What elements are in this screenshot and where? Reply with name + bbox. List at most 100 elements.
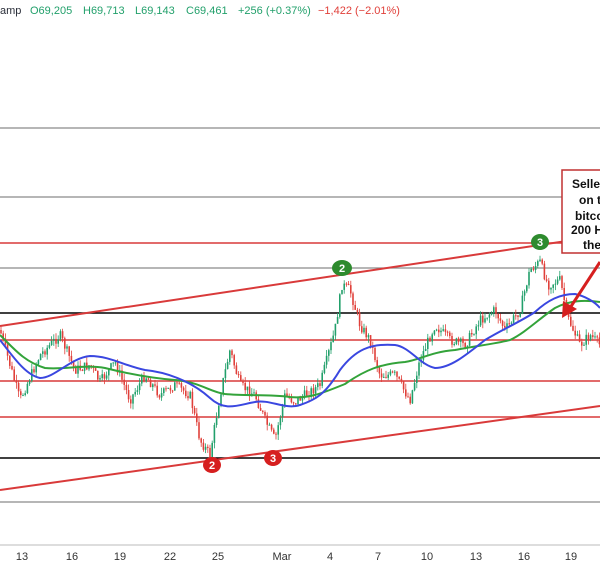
- candle-body: [143, 375, 145, 382]
- candle-body: [180, 383, 183, 388]
- candle-body: [585, 334, 587, 345]
- candle-body: [356, 309, 359, 313]
- candle-body: [427, 337, 429, 349]
- candle-body: [77, 365, 79, 374]
- candle-body: [26, 383, 29, 394]
- candle-body: [94, 368, 97, 371]
- candle-body: [136, 390, 139, 392]
- candle-body: [123, 379, 125, 385]
- candle-body: [178, 382, 180, 384]
- candle-body: [53, 338, 55, 341]
- candle-body: [297, 397, 299, 404]
- candle-body: [523, 291, 526, 296]
- candle-body: [398, 376, 400, 379]
- x-tick-label: 25: [212, 551, 224, 563]
- candle-body: [0, 330, 2, 334]
- candle-body: [141, 375, 143, 384]
- candle-body: [383, 376, 385, 378]
- candle-body: [286, 393, 288, 396]
- candle-body: [39, 353, 42, 361]
- candle-body: [222, 378, 224, 395]
- candle-body: [583, 344, 585, 346]
- candle-body: [482, 315, 484, 323]
- candle-body: [347, 283, 350, 285]
- candle-body: [70, 355, 73, 362]
- candle-body: [125, 384, 128, 390]
- candle-body: [490, 313, 493, 315]
- candle-body: [374, 347, 376, 361]
- candle-body: [574, 330, 576, 336]
- candle-body: [176, 382, 178, 384]
- candle-body: [343, 283, 345, 290]
- candle-body: [369, 335, 372, 347]
- candle-body: [156, 385, 158, 396]
- candle-body: [512, 315, 515, 323]
- candle-body: [11, 365, 13, 370]
- candle-body: [246, 386, 249, 391]
- candle-body: [42, 351, 44, 354]
- candle-body: [75, 366, 77, 374]
- annotation-box: [561, 169, 600, 254]
- candle-body: [424, 349, 427, 351]
- candle-body: [598, 337, 600, 345]
- candle-body: [28, 381, 31, 384]
- x-tick-label: 10: [421, 551, 433, 563]
- candle-body: [240, 375, 242, 381]
- candle-body: [64, 338, 66, 349]
- candle-body: [504, 325, 506, 328]
- candle-body: [444, 329, 447, 332]
- candle-body: [270, 424, 273, 430]
- annotation-line-3: bitco: [575, 209, 600, 223]
- candle-body: [196, 413, 198, 423]
- candle-body: [319, 383, 321, 386]
- candle-body: [292, 402, 295, 404]
- candle-body: [537, 261, 539, 266]
- annotation-line-4: 200 H: [571, 223, 600, 237]
- candle-body: [284, 393, 286, 406]
- candle-body: [473, 334, 475, 336]
- candle-body: [462, 338, 464, 343]
- candle-body: [446, 331, 449, 333]
- candle-body: [244, 382, 246, 391]
- candle-body: [581, 341, 583, 346]
- candle-body: [262, 410, 264, 412]
- candle-body: [510, 322, 513, 324]
- candle-body: [440, 330, 442, 333]
- candle-body: [539, 259, 541, 262]
- candle-body: [207, 446, 209, 448]
- candle-body: [174, 382, 176, 391]
- candle-body: [277, 425, 279, 435]
- candle-body: [559, 276, 561, 280]
- candle-body: [391, 371, 394, 373]
- candle-body: [501, 320, 504, 326]
- candle-body: [37, 360, 40, 365]
- candle-body: [35, 364, 37, 373]
- change-value-2: −1,422 (−2.01%): [318, 5, 400, 17]
- candle-body: [422, 351, 425, 360]
- candle-body: [110, 363, 112, 369]
- candle-body: [363, 327, 365, 333]
- candle-body: [455, 338, 458, 345]
- candle-body: [334, 323, 337, 336]
- candle-body: [394, 371, 396, 373]
- candle-body: [589, 335, 592, 340]
- x-axis: 13 16 19 22 25 Mar 4 7 10 13 16 19: [0, 544, 600, 563]
- candle-body: [112, 362, 114, 364]
- candles: [0, 255, 600, 461]
- candle-body: [15, 380, 18, 383]
- candle-body: [596, 336, 598, 338]
- candle-body: [61, 331, 64, 339]
- candle-body: [81, 369, 84, 371]
- x-tick-label: 13: [16, 551, 28, 563]
- candle-body: [68, 346, 70, 356]
- candle-body: [328, 350, 330, 356]
- candle-body: [299, 397, 301, 401]
- x-tick-label: 4: [327, 551, 333, 563]
- candle-body: [431, 334, 433, 342]
- candle-body: [303, 390, 306, 397]
- candle-body: [402, 381, 405, 390]
- candle-body: [152, 384, 154, 388]
- candle-body: [508, 323, 510, 325]
- candle-body: [325, 355, 328, 365]
- candle-body: [352, 293, 354, 305]
